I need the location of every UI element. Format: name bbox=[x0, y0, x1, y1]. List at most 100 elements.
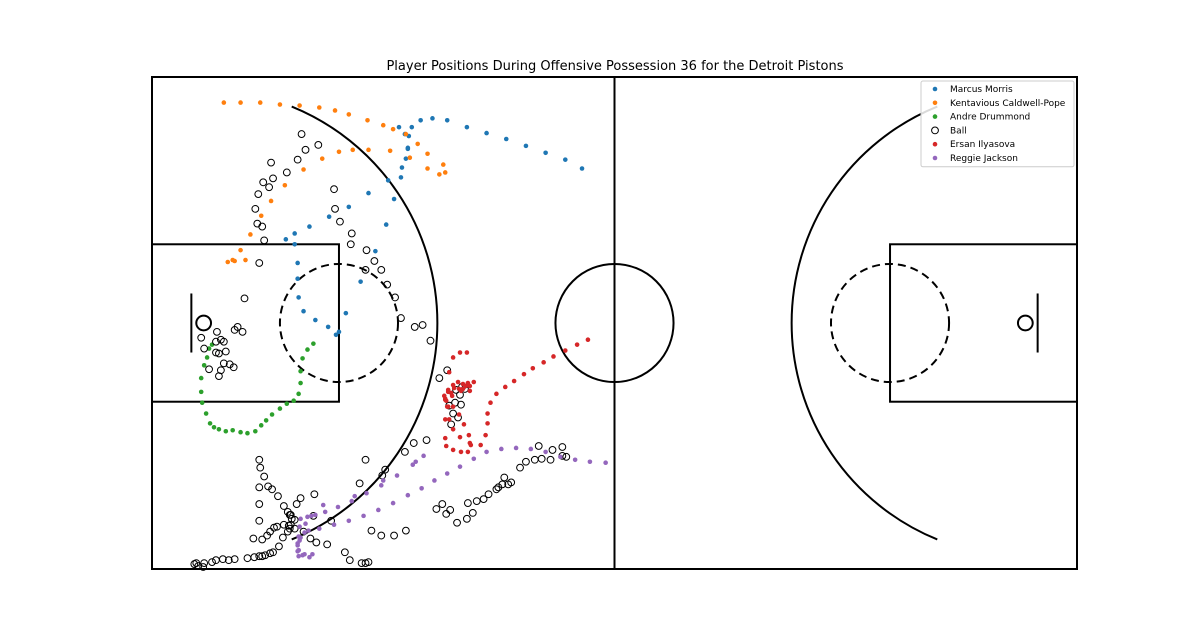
player-point bbox=[305, 515, 310, 520]
player-point bbox=[297, 524, 302, 529]
player-point bbox=[458, 350, 463, 355]
ball-point bbox=[485, 491, 492, 498]
chart-title: Player Positions During Offensive Posses… bbox=[386, 59, 843, 74]
player-point bbox=[446, 390, 451, 395]
player-point bbox=[445, 404, 450, 409]
ball-point bbox=[463, 515, 470, 522]
ball-point bbox=[337, 218, 344, 225]
player-point bbox=[336, 505, 341, 510]
player-point bbox=[478, 443, 483, 448]
ball-point bbox=[401, 449, 408, 456]
ball-point bbox=[298, 131, 305, 138]
player-point bbox=[457, 412, 462, 417]
player-point bbox=[466, 450, 471, 455]
player-point bbox=[349, 499, 354, 504]
legend-label: Ball bbox=[950, 126, 967, 136]
player-point bbox=[400, 165, 405, 170]
player-point bbox=[270, 412, 275, 417]
player-point bbox=[292, 242, 297, 247]
ball-point bbox=[549, 447, 556, 454]
player-point bbox=[284, 237, 289, 242]
ball-point bbox=[538, 455, 545, 462]
player-point bbox=[512, 379, 517, 384]
player-point bbox=[243, 258, 248, 263]
player-point bbox=[514, 446, 519, 451]
player-point bbox=[406, 493, 411, 498]
ball-point bbox=[391, 532, 398, 539]
player-point bbox=[347, 112, 352, 117]
ball-point bbox=[378, 532, 385, 539]
ball-point bbox=[464, 500, 471, 507]
player-point bbox=[504, 137, 509, 142]
player-point bbox=[264, 418, 269, 423]
player-point bbox=[200, 400, 205, 405]
player-point bbox=[425, 166, 430, 171]
player-point bbox=[469, 443, 474, 448]
ball-point bbox=[341, 549, 348, 556]
ball-point bbox=[433, 506, 440, 513]
player-point bbox=[543, 450, 548, 455]
player-point bbox=[588, 459, 593, 464]
player-point bbox=[301, 309, 306, 314]
player-point bbox=[459, 450, 464, 455]
player-point bbox=[224, 429, 229, 434]
player-point bbox=[445, 471, 450, 476]
player-point bbox=[296, 548, 301, 553]
ball-point bbox=[371, 258, 378, 265]
ball-point bbox=[302, 146, 309, 153]
player-point bbox=[327, 214, 332, 219]
ball-point bbox=[256, 456, 263, 463]
ball-point bbox=[259, 536, 266, 543]
player-point bbox=[366, 148, 371, 153]
ball-point bbox=[523, 458, 530, 465]
ball-point bbox=[324, 541, 331, 548]
player-point bbox=[444, 444, 449, 449]
ball-point bbox=[261, 473, 268, 480]
player-point bbox=[296, 392, 301, 397]
player-point bbox=[386, 178, 391, 183]
player-point bbox=[307, 224, 312, 229]
legend-label: Andre Drummond bbox=[950, 113, 1030, 123]
right-three-point-arc bbox=[792, 107, 938, 540]
player-point bbox=[292, 231, 297, 236]
ball-point bbox=[423, 437, 430, 444]
player-point bbox=[485, 411, 490, 416]
player-point bbox=[205, 355, 210, 360]
player-point bbox=[364, 491, 369, 496]
ball-point bbox=[201, 345, 208, 352]
player-point bbox=[258, 100, 263, 105]
player-point bbox=[296, 554, 301, 559]
player-point bbox=[451, 404, 456, 409]
player-point bbox=[437, 172, 442, 177]
ball-point bbox=[279, 534, 286, 541]
player-point bbox=[365, 118, 370, 123]
ball-point bbox=[252, 205, 259, 212]
player-point bbox=[499, 447, 504, 452]
player-point bbox=[344, 311, 349, 316]
player-point bbox=[326, 325, 331, 330]
ball-point bbox=[469, 510, 476, 517]
ball-point bbox=[214, 328, 221, 335]
player-point bbox=[418, 118, 423, 123]
player-point bbox=[580, 166, 585, 171]
player-point bbox=[295, 261, 300, 266]
player-point bbox=[208, 421, 213, 426]
ball-point bbox=[251, 554, 258, 561]
player-point bbox=[451, 448, 456, 453]
legend-marker bbox=[933, 87, 938, 92]
player-point bbox=[524, 144, 529, 149]
player-point bbox=[381, 123, 386, 128]
player-point bbox=[443, 436, 448, 441]
player-point bbox=[350, 148, 355, 153]
ball-point bbox=[257, 464, 264, 471]
player-point bbox=[199, 390, 204, 395]
player-point bbox=[391, 501, 396, 506]
ball-point bbox=[368, 527, 375, 534]
player-point bbox=[337, 149, 342, 154]
ball-point bbox=[501, 474, 508, 481]
ball-point bbox=[443, 510, 450, 517]
player-point bbox=[238, 100, 243, 105]
player-point bbox=[202, 363, 207, 368]
player-point bbox=[563, 157, 568, 162]
player-point bbox=[361, 514, 366, 519]
